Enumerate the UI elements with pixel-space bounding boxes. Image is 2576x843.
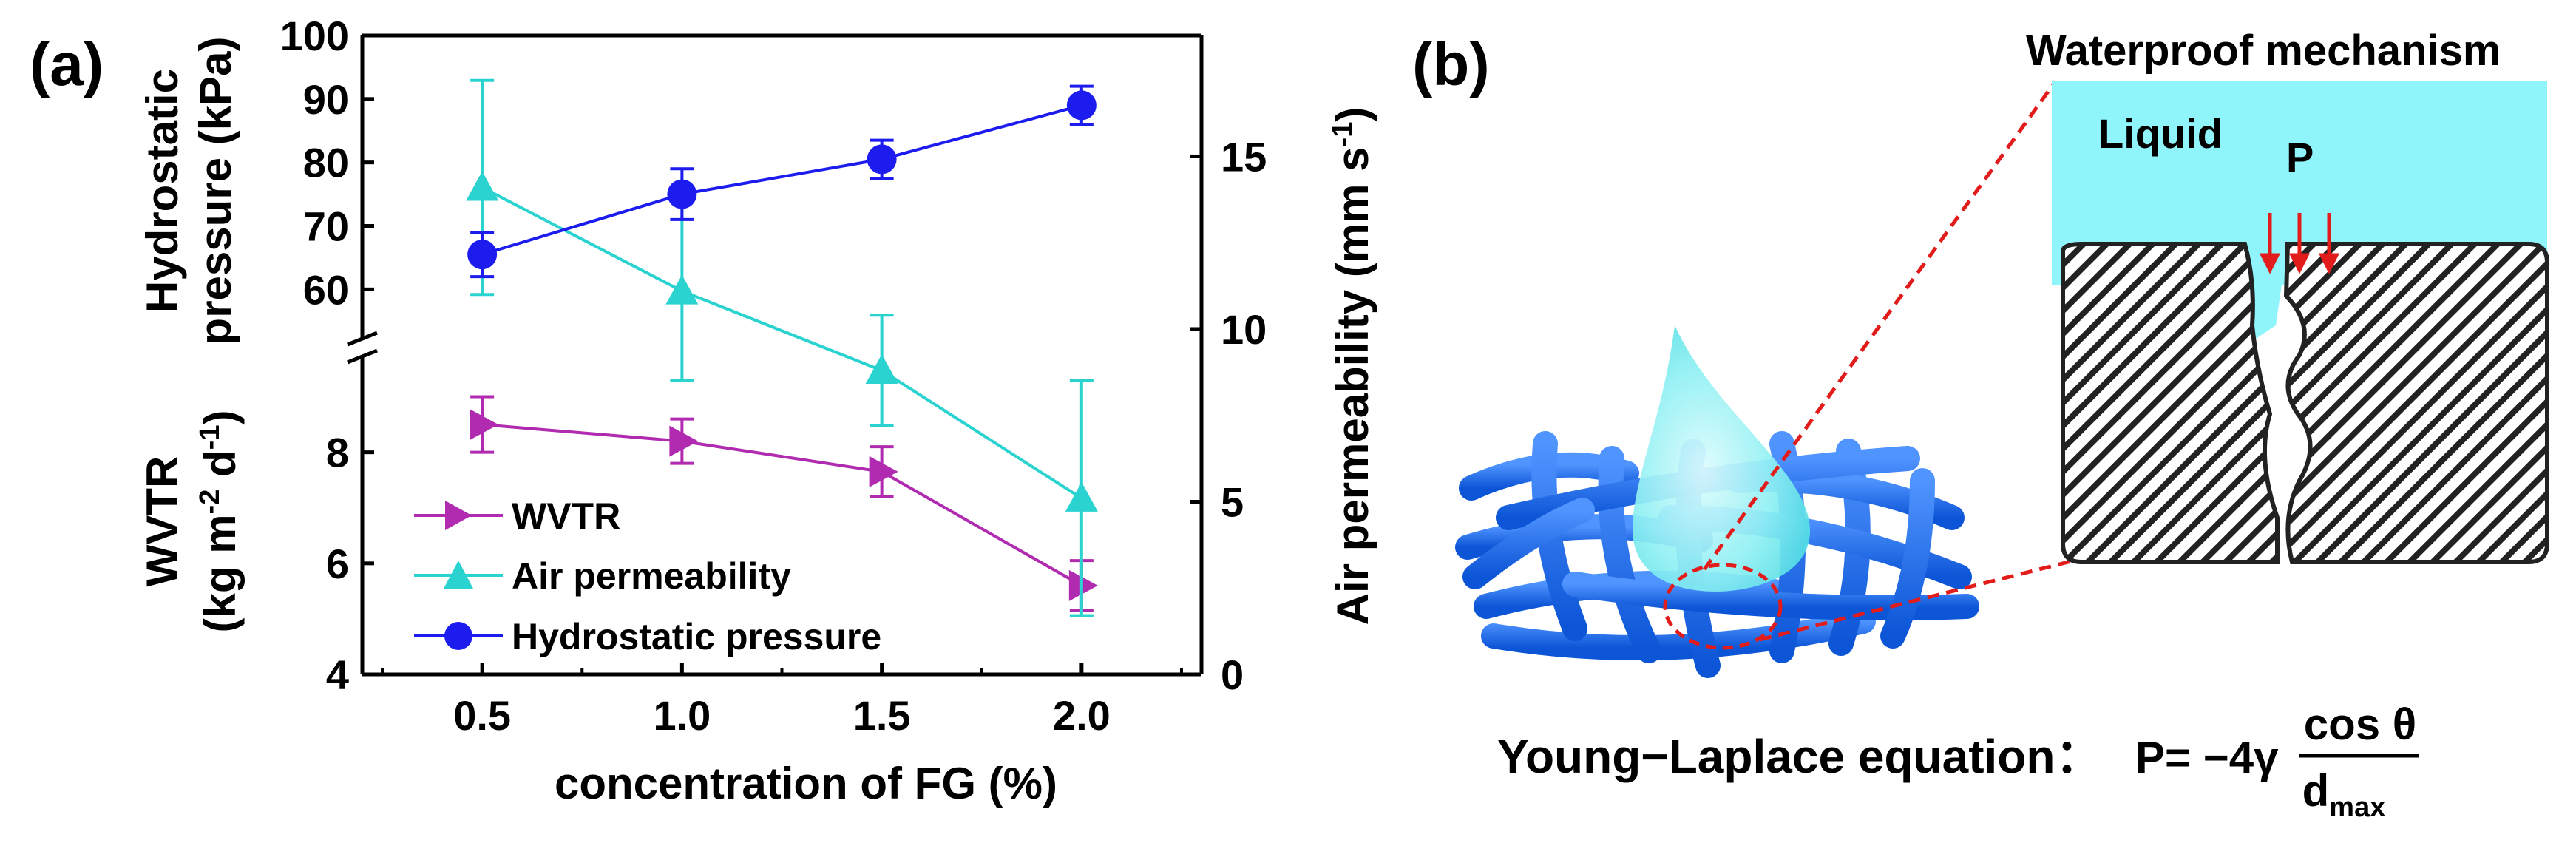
series-air-permeability-point-3 — [1065, 481, 1098, 512]
pressure-arrows — [2259, 213, 2340, 274]
series-air-permeability-point-2 — [865, 354, 898, 385]
fiber-4 — [1481, 609, 1876, 660]
fiber-block-left — [2061, 242, 2280, 564]
fiber-15 — [1462, 498, 1595, 589]
y-right-tick-label-3: 15 — [1221, 133, 1267, 180]
zoom-line-top — [1702, 80, 2058, 571]
y-right-tick-label-1: 5 — [1221, 478, 1244, 525]
equation-denominator: dmax — [2302, 766, 2386, 823]
series-hydrostatic-pressure-line — [481, 104, 1082, 257]
series-wvtr-point-1 — [669, 425, 699, 457]
legend-hp-marker — [444, 622, 472, 650]
y-right-title-sup: -1 — [1327, 122, 1358, 147]
liquid-label: Liquid — [2098, 110, 2223, 157]
equation-lhs: P= −4γ — [2135, 733, 2279, 782]
x-tick-label-0: 0.5 — [453, 692, 511, 739]
y-right-title-part1: Air permeability (mm s — [1328, 146, 1377, 625]
equation-label: Young−Laplace equation： — [1497, 730, 2102, 783]
panel-b-label: (b) — [1412, 31, 1490, 98]
equation-numerator: cos θ — [2304, 700, 2417, 749]
axis-break-mark-lower — [347, 348, 378, 365]
series-hydrostatic-pressure — [467, 84, 1097, 279]
legend-item-hydrostatic-pressure: Hydrostatic pressure — [414, 616, 881, 657]
x-tick-label-2: 1.5 — [853, 692, 911, 739]
series-air-permeability-point-0 — [466, 171, 499, 201]
water-droplet — [1633, 325, 1811, 592]
plot-frame — [360, 33, 1204, 677]
pressure-arrow-1-head — [2259, 253, 2281, 274]
y-left-bottom-tick-label-1: 6 — [326, 541, 349, 587]
legend-wvtr-marker — [445, 501, 472, 530]
series-hydrostatic-pressure-point-2 — [867, 144, 897, 175]
legend-air-label: Air permeability — [512, 555, 791, 597]
series-wvtr-point-0 — [470, 409, 499, 441]
axis-break — [347, 331, 378, 365]
x-tick-label-3: 2.0 — [1053, 692, 1111, 739]
x-tick-label-1: 1.0 — [653, 692, 711, 739]
y-left-bottom-tick-label-0: 4 — [326, 651, 349, 698]
y-left-bottom-title-line2: (kg m-2 d-1) — [194, 410, 245, 633]
series-hydrostatic-pressure-point-1 — [667, 179, 697, 209]
y-left-top-title-line1: Hydrostatic — [138, 69, 187, 313]
equation-denominator-sub: max — [2329, 792, 2385, 823]
y-left-bottom-title-part1: (kg m — [195, 514, 245, 632]
series-air-permeability-point-1 — [665, 274, 699, 305]
y-right-tick-label-2: 10 — [1221, 306, 1267, 353]
y-left-top-title-line2: pressure (kPa) — [191, 37, 240, 345]
pore-magnified: Liquid P — [2052, 81, 2549, 564]
y-left-top-tick-label-4: 100 — [280, 13, 349, 59]
y-right-tick-label-0: 0 — [1221, 651, 1244, 698]
y-left-bottom-title-line1: WVTR — [138, 456, 187, 587]
y-right-title-part2: ) — [1328, 107, 1377, 122]
series-wvtr-point-2 — [869, 456, 898, 487]
series-wvtr-point-3 — [1068, 569, 1098, 601]
pressure-label: P — [2286, 134, 2314, 180]
y-right-title: Air permeability (mm s-1) — [1327, 107, 1377, 626]
axis-break-mark-upper — [347, 331, 378, 347]
pressure-arrow-3-head — [2318, 253, 2340, 274]
series-air-permeability-line — [481, 186, 1082, 500]
y-left-bottom-title-part3: ) — [195, 410, 245, 425]
legend: WVTR Air permeability Hydrostatic pressu… — [414, 495, 881, 657]
young-laplace-equation: Young−Laplace equation： P= −4γ cos θ dma… — [1497, 700, 2419, 823]
panel-b-diagram: (b) — [1412, 27, 2549, 823]
y-left-bottom-title-sup2: -1 — [194, 425, 226, 450]
pressure-arrow-2-head — [2288, 253, 2311, 274]
zoom-circle — [1663, 563, 1783, 650]
panel-a-label: (a) — [30, 31, 104, 98]
y-left-top-tick-label-0: 60 — [303, 266, 349, 313]
legend-hp-label: Hydrostatic pressure — [512, 616, 881, 657]
diagram-title: Waterproof mechanism — [2026, 27, 2501, 75]
legend-wvtr-label: WVTR — [512, 495, 620, 537]
x-axis-title: concentration of FG (%) — [555, 759, 1057, 808]
series-layer — [466, 78, 1098, 617]
y-left-top-tick-label-2: 80 — [303, 140, 349, 186]
series-hydrostatic-pressure-point-0 — [467, 240, 498, 270]
y-left-bottom-tick-label-2: 8 — [326, 430, 349, 476]
equation-denominator-d: d — [2302, 766, 2330, 816]
fiber-block-right — [2283, 242, 2549, 564]
fiber-network — [1455, 431, 1979, 678]
y-left-top-tick-label-1: 70 — [303, 203, 349, 250]
fiber-14 — [1880, 468, 1935, 649]
y-left-bottom-title-sup1: -2 — [194, 490, 226, 515]
legend-air-marker — [444, 561, 473, 589]
pore-liquid-tip — [2245, 244, 2288, 340]
series-wvtr-line — [481, 423, 1082, 587]
series-hydrostatic-pressure-point-3 — [1066, 90, 1097, 121]
legend-item-wvtr: WVTR — [414, 495, 620, 537]
y-left-bottom-title-part2: d — [195, 450, 245, 489]
zoom-line-bottom — [1759, 551, 2104, 642]
legend-item-air-permeability: Air permeability — [414, 555, 791, 597]
y-left-top-tick-label-3: 90 — [303, 76, 349, 123]
